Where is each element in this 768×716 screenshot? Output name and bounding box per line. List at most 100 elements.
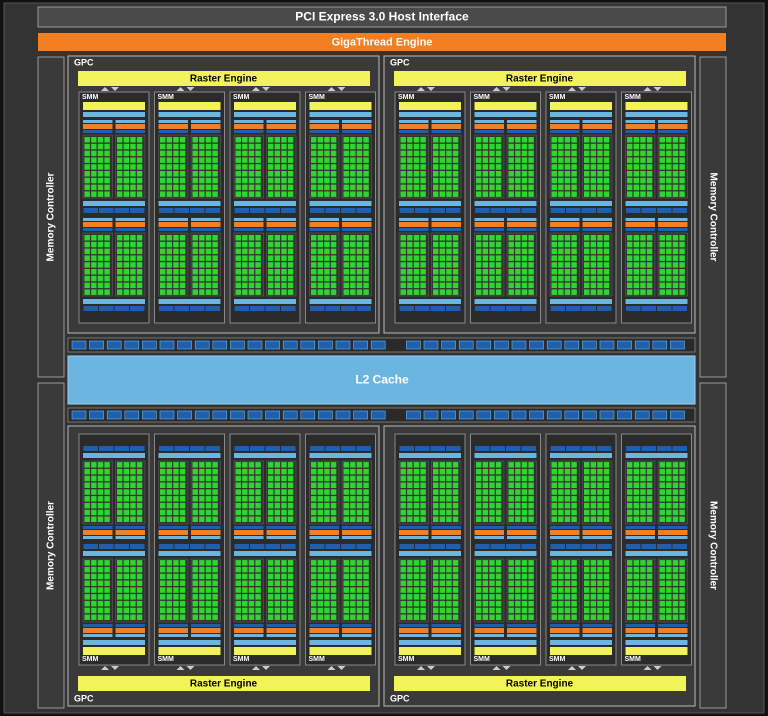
cuda-core <box>324 496 330 502</box>
cuda-core <box>446 468 452 475</box>
cuda-core <box>317 614 324 620</box>
cuda-core <box>521 468 528 475</box>
cuda-core <box>84 516 90 522</box>
cuda-core <box>433 600 439 607</box>
data-arrow <box>427 666 435 670</box>
cuda-core <box>564 143 571 150</box>
cuda-core <box>452 262 459 268</box>
cuda-core <box>400 269 406 275</box>
cuda-core <box>356 191 363 197</box>
cuda-core <box>166 275 173 282</box>
cuda-core <box>117 560 123 566</box>
cuda-core <box>248 262 255 268</box>
cuda-core <box>420 560 426 566</box>
ld-st-unit <box>597 446 612 451</box>
cuda-core <box>590 137 597 143</box>
cuda-core <box>489 164 495 170</box>
cuda-core <box>627 509 633 516</box>
cuda-core <box>130 171 136 177</box>
cuda-core <box>590 566 597 573</box>
warp-buffer <box>158 634 188 637</box>
cuda-core <box>136 289 143 295</box>
cuda-core <box>130 462 136 468</box>
cuda-core <box>551 177 557 184</box>
cuda-core <box>330 241 337 248</box>
cuda-core <box>495 235 502 241</box>
cuda-core <box>324 509 330 516</box>
cuda-core <box>584 516 590 522</box>
cuda-core <box>242 468 248 475</box>
cuda-core <box>489 171 495 177</box>
cuda-core <box>571 502 577 509</box>
cuda-core <box>666 573 672 580</box>
cuda-core <box>452 475 459 482</box>
cuda-core <box>439 269 446 275</box>
cuda-core <box>268 462 274 468</box>
dispatch-unit <box>191 624 221 627</box>
cuda-core <box>123 164 130 170</box>
cuda-core <box>407 191 413 197</box>
cuda-core <box>495 475 502 482</box>
cuda-core <box>248 594 255 600</box>
cuda-core <box>317 255 324 261</box>
cuda-core <box>666 282 672 289</box>
cuda-core <box>508 462 514 468</box>
cuda-core <box>274 600 281 607</box>
cuda-core <box>521 150 528 157</box>
cuda-core <box>400 502 406 509</box>
cuda-core <box>330 516 337 522</box>
cuda-core <box>584 248 590 255</box>
crossbar-unit <box>142 410 157 420</box>
cuda-core <box>528 164 534 170</box>
cuda-core <box>640 594 646 600</box>
cuda-core <box>597 269 603 275</box>
cuda-core <box>248 241 255 248</box>
cuda-core <box>343 560 349 566</box>
cuda-core <box>255 489 261 495</box>
cuda-core <box>205 255 212 261</box>
cuda-core <box>508 241 514 248</box>
cuda-core <box>166 509 173 516</box>
cuda-core <box>551 462 557 468</box>
cuda-core <box>356 566 363 573</box>
cuda-core <box>597 587 603 593</box>
warp-scheduler <box>474 222 504 227</box>
cuda-core <box>160 516 166 522</box>
dispatch-unit <box>158 624 188 627</box>
cuda-core <box>343 502 349 509</box>
cuda-core <box>400 509 406 516</box>
smm-label: SMM <box>309 94 326 101</box>
cuda-core <box>363 275 369 282</box>
cuda-core <box>407 614 413 620</box>
cuda-core <box>521 566 528 573</box>
cuda-core <box>212 496 218 502</box>
warp-buffer <box>582 120 612 123</box>
cuda-core <box>160 566 166 573</box>
cuda-core <box>123 269 130 275</box>
ld-st-unit <box>566 446 581 451</box>
crossbar-unit <box>353 410 368 420</box>
cuda-core <box>640 164 646 170</box>
cuda-core <box>166 157 173 163</box>
crossbar-unit <box>458 340 474 350</box>
cuda-core <box>281 614 287 620</box>
cuda-core <box>97 275 104 282</box>
cuda-core <box>281 235 287 241</box>
cuda-core <box>255 164 261 170</box>
cuda-core <box>564 475 571 482</box>
cuda-core <box>679 241 685 248</box>
cuda-core <box>160 262 166 268</box>
warp-scheduler <box>191 530 221 535</box>
cuda-core <box>160 157 166 163</box>
instruction-buffer <box>309 640 372 645</box>
cuda-core <box>117 566 123 573</box>
cuda-core <box>590 614 597 620</box>
cuda-core <box>255 509 261 516</box>
cuda-core <box>130 184 136 191</box>
warp-buffer <box>234 120 264 123</box>
crossbar-unit <box>441 340 456 350</box>
cuda-core <box>242 248 248 255</box>
ld-st-unit <box>430 544 445 549</box>
cuda-core <box>91 482 97 488</box>
crossbar-unit <box>617 410 632 420</box>
